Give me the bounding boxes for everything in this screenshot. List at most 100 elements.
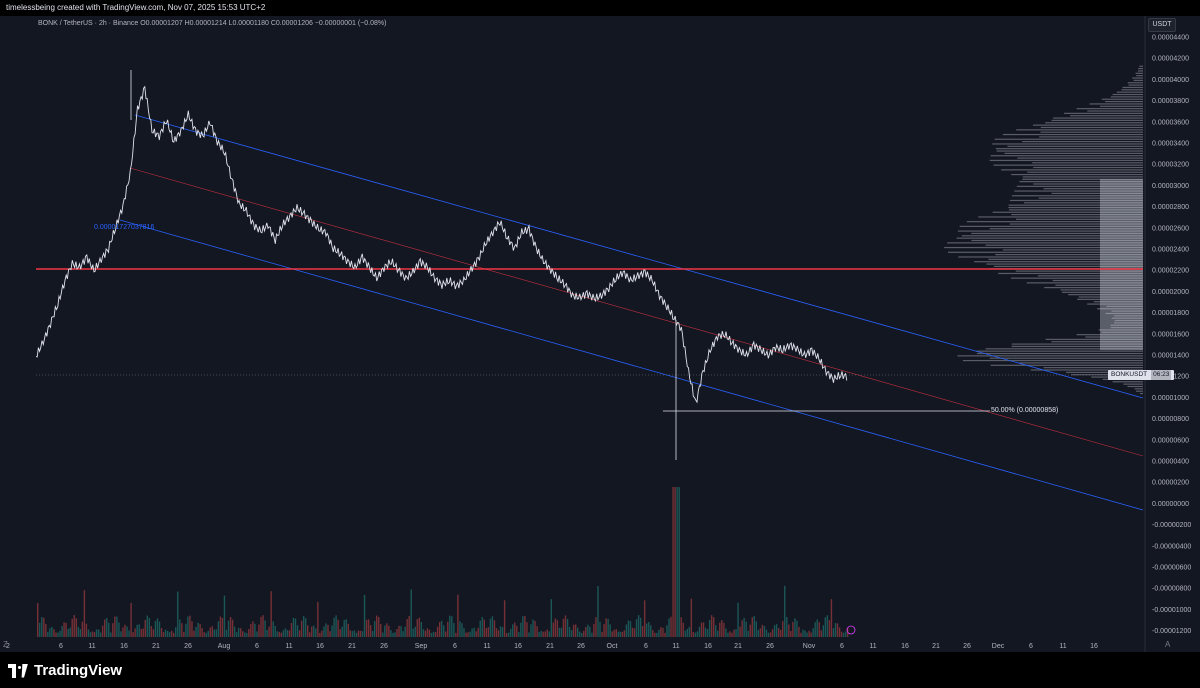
volume-bar — [536, 626, 538, 637]
timeframe-icon[interactable]: Z — [3, 640, 8, 649]
volume-profile-bar — [1032, 162, 1143, 164]
volume-bar — [262, 615, 264, 637]
volume-profile-bar — [1039, 136, 1143, 138]
x-tick-label: 11 — [285, 643, 292, 650]
volume-profile-bar — [1051, 341, 1143, 343]
volume-bar — [676, 487, 678, 637]
volume-profile-bar — [993, 265, 1143, 267]
tradingview-wordmark: TradingView — [34, 662, 123, 679]
volume-bar — [233, 626, 236, 637]
volume-bar — [652, 630, 654, 637]
symbol-legend: BONK / TetherUS · 2h · Binance O0.000012… — [38, 20, 386, 27]
volume-bar — [223, 595, 226, 637]
volume-bar — [593, 623, 595, 637]
volume-profile-bar — [1014, 190, 1143, 192]
volume-bar — [771, 629, 774, 637]
volume-bar — [601, 631, 603, 637]
volume-bar — [337, 619, 339, 637]
volume-bar — [284, 628, 287, 637]
price-tag-symbol: BONKUSDT — [1111, 371, 1148, 378]
volume-bar — [424, 630, 427, 637]
x-tick-label: 21 — [348, 643, 356, 650]
volume-bar — [794, 618, 796, 637]
volume-profile-bar — [974, 261, 1143, 263]
symbol-name[interactable]: BONK / TetherUS · 2h · Binance — [38, 20, 139, 27]
volume-profile-bar — [1010, 277, 1143, 279]
volume-profile-bar — [1101, 98, 1143, 100]
volume-profile-bar — [1089, 103, 1143, 105]
volume-bar — [278, 631, 280, 637]
y-tick-label: 0.00000000 — [1152, 501, 1189, 508]
volume-bar — [428, 629, 431, 637]
volume-profile-bar — [1008, 209, 1143, 211]
volume-bar — [761, 624, 764, 637]
x-tick-label: Oct — [607, 643, 618, 650]
volume-bar — [542, 631, 544, 637]
x-tick-label: 21 — [734, 643, 742, 650]
volume-bar — [183, 631, 185, 637]
tradingview-logo[interactable]: TradingView — [8, 662, 122, 679]
volume-profile-bar — [992, 211, 1143, 213]
volume-profile-bar — [989, 159, 1143, 162]
volume-bar — [765, 629, 768, 637]
volume-bar — [408, 615, 410, 637]
x-tick-label: 6 — [840, 643, 844, 650]
volume-bar — [838, 627, 841, 637]
volume-bar — [696, 631, 699, 637]
volume-bar — [682, 622, 684, 637]
volume-profile-bar — [1002, 249, 1143, 251]
volume-bar — [252, 621, 254, 637]
x-tick-label: 16 — [704, 643, 712, 650]
volume-profile-bar — [994, 138, 1143, 140]
volume-bar — [481, 616, 483, 637]
volume-bar — [773, 625, 776, 637]
volume-profile-bar — [1033, 166, 1143, 169]
volume-bar — [97, 629, 100, 637]
volume-bar — [81, 621, 84, 637]
volume-bar — [493, 620, 496, 637]
volume-profile-bar — [1127, 82, 1143, 84]
volume-bar — [568, 627, 571, 637]
volume-bar — [822, 625, 825, 637]
volume-bar — [201, 628, 203, 637]
volume-bar — [430, 632, 433, 637]
y-tick-label: -0.00001000 — [1152, 607, 1191, 614]
volume-bar — [63, 622, 65, 637]
value-area-box — [1100, 178, 1143, 351]
volume-bar — [142, 628, 144, 637]
volume-bar — [715, 625, 717, 637]
volume-bar — [749, 624, 751, 637]
volume-bar — [784, 585, 786, 637]
volume-bar — [189, 615, 191, 637]
volume-bar — [162, 632, 165, 637]
volume-profile-bar — [990, 155, 1143, 157]
volume-bar — [658, 629, 660, 637]
volume-bar — [244, 632, 246, 637]
volume-bar — [635, 619, 638, 637]
volume-bar — [311, 626, 313, 637]
volume-bar — [540, 630, 542, 637]
volume-bar — [684, 630, 686, 637]
volume-bar — [286, 629, 289, 637]
volume-profile-bar — [1133, 79, 1143, 81]
volume-bar — [39, 622, 41, 637]
volume-profile-bar — [1026, 282, 1143, 284]
volume-bar — [276, 631, 278, 637]
volume-bar — [473, 627, 475, 637]
volume-profile-bar — [1085, 336, 1143, 338]
volume-bar — [41, 617, 43, 637]
volume-bar — [467, 632, 469, 637]
auto-scale-icon[interactable]: A — [1165, 640, 1171, 649]
tradingview-logo-icon — [8, 663, 28, 678]
volume-profile-bar — [1132, 77, 1143, 79]
currency-button[interactable]: USDT — [1148, 18, 1176, 32]
volume-profile-bar — [995, 148, 1143, 150]
volume-bar — [712, 617, 715, 637]
volume-profile-bar — [1040, 126, 1143, 129]
x-tick-label: 26 — [577, 643, 585, 650]
volume-profile-bar — [993, 164, 1143, 166]
volume-bar — [392, 632, 394, 637]
volume-bar — [365, 619, 368, 637]
